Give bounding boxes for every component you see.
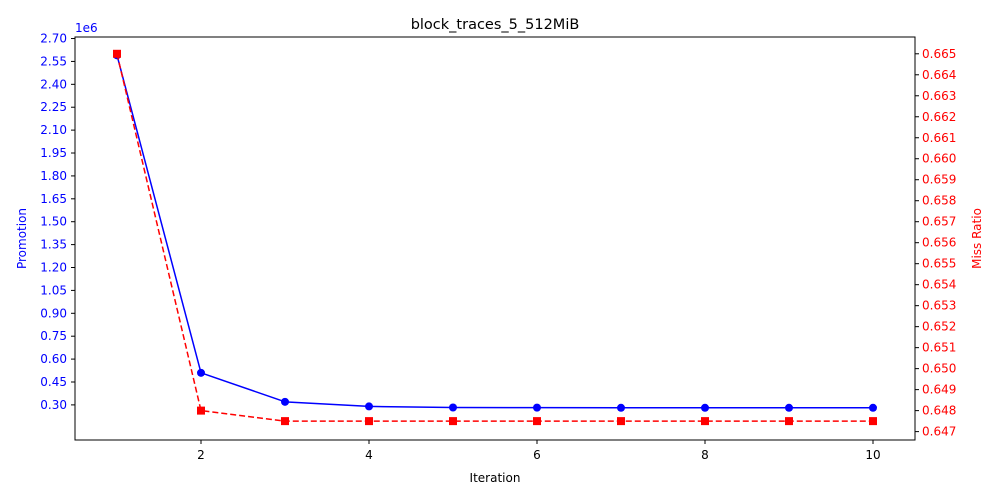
x-tick-label: 10: [865, 448, 880, 462]
right-y-tick-label: 0.656: [922, 236, 956, 250]
left-series-point: [869, 403, 877, 412]
series-layer: [113, 49, 877, 426]
left-y-tick-label: 1.50: [40, 215, 67, 229]
x-tick-label: 4: [365, 448, 373, 462]
left-y-tick-label: 2.25: [40, 100, 67, 114]
left-y-tick-label: 0.90: [40, 306, 67, 320]
right-y-tick-label: 0.659: [922, 173, 956, 187]
left-series-point: [533, 403, 541, 412]
right-y-tick-label: 0.649: [922, 383, 956, 397]
right-series-point: [869, 417, 877, 426]
right-y-tick-label: 0.662: [922, 110, 956, 124]
left-series-point: [785, 403, 793, 412]
right-y-tick-label: 0.665: [922, 47, 956, 61]
right-series-line: [116, 53, 873, 422]
right-y-tick-label: 0.650: [922, 362, 956, 376]
left-y-tick-label: 0.30: [40, 398, 67, 412]
left-y-tick-label: 2.10: [40, 123, 67, 137]
right-series-point: [281, 417, 289, 426]
right-y-tick-label: 0.648: [922, 404, 956, 418]
right-axis-label: Miss Ratio: [970, 208, 984, 269]
plot-frame: [74, 36, 916, 441]
left-series-point: [197, 368, 205, 377]
left-y-tick-label: 0.60: [40, 352, 67, 366]
left-y-tick-label: 0.45: [40, 375, 67, 389]
left-y-tick-label: 1.80: [40, 169, 67, 183]
x-tick-label: 2: [197, 448, 205, 462]
right-y-tick-label: 0.654: [922, 278, 956, 292]
right-y-tick-label: 0.664: [922, 68, 956, 82]
right-y-tick-label: 0.653: [922, 299, 956, 313]
right-series-point: [617, 417, 625, 426]
right-y-tick-label: 0.660: [922, 152, 956, 166]
x-tick-label: 6: [533, 448, 541, 462]
axes-layer: 2 4 6 8 10 0.30 0.45 0.60 0.75 0.90 1.05 1.20 1.35 1.…: [40, 32, 956, 462]
left-y-tick-label: 1.35: [40, 238, 67, 252]
right-y-tick-label: 0.651: [922, 341, 956, 355]
left-series-point: [701, 403, 709, 412]
left-y-tick-label: 1.05: [40, 283, 67, 297]
left-y-tick-label: 1.95: [40, 146, 67, 160]
left-axis-label: Promotion: [15, 208, 29, 269]
right-y-tick-label: 0.663: [922, 89, 956, 103]
x-tick-label: 8: [701, 448, 709, 462]
right-y-tick-label: 0.652: [922, 320, 956, 334]
left-axis-offset-text: 1e6: [75, 21, 98, 35]
right-series-point: [197, 406, 205, 415]
right-series-point: [365, 417, 373, 426]
right-y-tick-label: 0.655: [922, 257, 956, 271]
left-series-point: [449, 403, 457, 412]
chart-title: block_traces_5_512MiB: [411, 17, 580, 33]
right-y-tick-label: 0.657: [922, 215, 956, 229]
right-y-tick-label: 0.647: [922, 425, 956, 439]
left-y-tick-label: 2.70: [40, 32, 67, 46]
left-series-point: [617, 403, 625, 412]
left-series-line: [116, 55, 873, 409]
left-y-tick-label: 1.20: [40, 261, 67, 275]
right-series-point: [701, 417, 709, 426]
left-y-tick-label: 0.75: [40, 329, 67, 343]
right-y-tick-label: 0.661: [922, 131, 956, 145]
left-series-point: [281, 397, 289, 406]
left-y-tick-label: 1.65: [40, 192, 67, 206]
right-y-tick-label: 0.658: [922, 194, 956, 208]
left-y-tick-label: 2.40: [40, 77, 67, 91]
left-series-point: [365, 402, 373, 411]
right-series-point: [533, 417, 541, 426]
left-y-tick-label: 2.55: [40, 54, 67, 68]
right-series-point: [113, 49, 121, 58]
right-series-point: [785, 417, 793, 426]
right-series-point: [449, 417, 457, 426]
x-axis-label: Iteration: [470, 471, 521, 485]
